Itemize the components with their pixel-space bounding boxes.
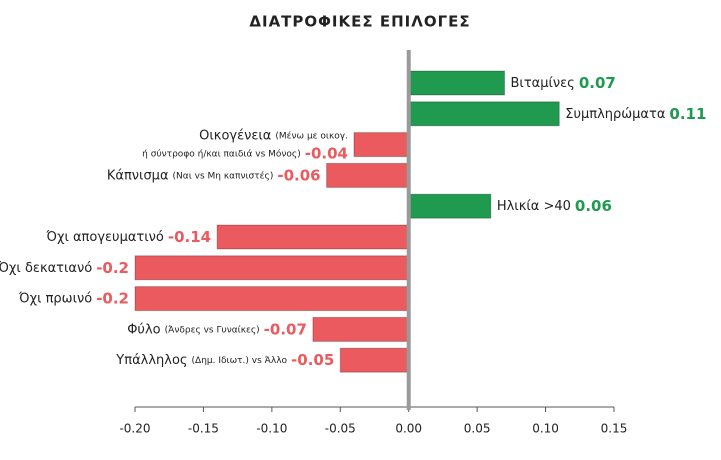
bar	[134, 255, 410, 281]
category-label: Όχι πρωινό	[18, 291, 92, 306]
category-label: Φύλο	[127, 322, 160, 337]
value-label: -0.06	[277, 166, 320, 184]
category-label: Υπάλληλος	[115, 353, 187, 368]
category-label: Ηλικία >40	[497, 199, 571, 214]
x-tick-label: -0.10	[256, 422, 287, 436]
value-label: 0.11	[669, 104, 706, 122]
bar	[326, 162, 410, 188]
value-label: -0.05	[291, 351, 334, 369]
bar-label: Όχι πρωινό -0.2	[18, 289, 129, 307]
bar-label: Φύλο (Άνδρες vs Γυναίκες) -0.07	[127, 320, 307, 338]
category-label: Κάπνισμα	[107, 168, 169, 183]
chart-title: ΔΙΑΤΡΟΦΙΚΕΣ ΕΠΙΛΟΓΕΣ	[249, 13, 470, 31]
category-label: Συμπληρώματα	[565, 106, 665, 121]
x-tick-label: -0.20	[119, 422, 150, 436]
bar-label: Κάπνισμα (Ναι vs Μη καπνιστές) -0.06	[107, 166, 321, 184]
value-label: -0.2	[96, 258, 129, 276]
value-label: -0.07	[264, 320, 307, 338]
value-label: 0.06	[575, 197, 612, 215]
value-label: -0.14	[168, 228, 211, 246]
bar-label: Υπάλληλος (Δημ. Ιδιωτ.) vs Άλλο -0.05	[115, 351, 334, 369]
category-label: Οικογένεια	[199, 128, 271, 143]
bar	[134, 286, 410, 312]
x-tick-label: 0.05	[464, 422, 491, 436]
value-label: -0.2	[96, 289, 129, 307]
bar-label: ή σύντροφο ή/και παιδιά vs Μόνος) -0.04	[142, 144, 348, 162]
category-label: Βιταμίνες	[511, 76, 575, 91]
bar	[408, 70, 506, 96]
bar-label: Ηλικία >40 0.06	[497, 197, 612, 215]
category-note: (Ναι vs Μη καπνιστές)	[173, 170, 274, 181]
x-tick-label: -0.15	[188, 422, 219, 436]
bar-label: Όχι δεκατιανό -0.2	[0, 258, 129, 276]
bar-label: Οικογένεια (Μένω με οικογ.	[199, 128, 348, 143]
category-label: Όχι απογευματινό	[45, 230, 164, 245]
x-tick-label: 0.00	[395, 422, 422, 436]
value-label: -0.04	[305, 144, 348, 162]
bar-label: Συμπληρώματα 0.11	[565, 104, 706, 122]
category-note: (Δημ. Ιδιωτ.) vs Άλλο	[192, 356, 288, 366]
bar	[339, 347, 410, 373]
bar	[408, 101, 560, 127]
bar	[353, 132, 410, 158]
category-note: (Άνδρες vs Γυναίκες)	[165, 325, 260, 335]
bar-label: Όχι απογευματινό -0.14	[45, 228, 211, 246]
x-tick-label: 0.15	[601, 422, 628, 436]
value-label: 0.07	[579, 74, 616, 92]
x-tick-label: 0.10	[532, 422, 559, 436]
category-label: Όχι δεκατιανό	[0, 260, 92, 275]
x-tick-label: -0.05	[325, 422, 356, 436]
category-note: ή σύντροφο ή/και παιδιά vs Μόνος)	[142, 148, 301, 159]
category-note: (Μένω με οικογ.	[275, 130, 348, 141]
bar	[216, 224, 410, 250]
bar	[408, 193, 492, 219]
bar	[312, 316, 410, 342]
bar-label: Βιταμίνες 0.07	[511, 74, 616, 92]
